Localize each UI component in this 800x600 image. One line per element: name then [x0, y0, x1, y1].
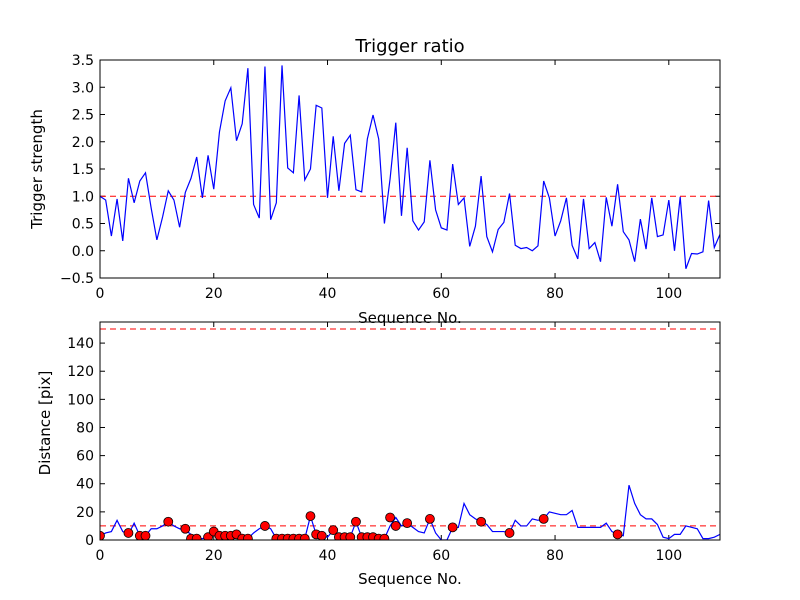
data-point-marker [316, 530, 327, 540]
y-tick-label: 0.5 [72, 217, 94, 233]
chart-title: Trigger ratio [354, 36, 464, 57]
y-tick-label: 80 [76, 420, 94, 436]
data-point-marker [345, 532, 356, 540]
x-tick-label: 80 [546, 548, 564, 564]
data-point-marker [538, 514, 549, 524]
y-tick-label: 40 [76, 477, 94, 493]
y-tick-label: −0.5 [60, 271, 94, 287]
y-tick-label: 3.5 [72, 53, 94, 69]
data-point-marker [163, 516, 174, 527]
y-tick-label: 2.5 [72, 108, 94, 124]
x-tick-label: 20 [205, 548, 223, 564]
data-point-marker [260, 521, 270, 531]
data-point-marker [180, 523, 191, 534]
x-tick-label: 100 [655, 548, 682, 564]
data-point-marker [299, 533, 310, 540]
x-tick-label: 40 [319, 286, 337, 302]
data-point-marker [425, 514, 435, 524]
plot-layer [100, 65, 720, 269]
data-point-marker [191, 533, 202, 540]
data-point-marker [612, 529, 623, 540]
data-point-marker [447, 522, 458, 533]
y-tick-label: 140 [67, 336, 94, 352]
data-point-marker [390, 521, 401, 531]
y-tick-label: 60 [76, 449, 94, 465]
y-tick-label: 1.5 [72, 162, 94, 178]
plot-frame [99, 321, 721, 541]
data-point-marker [476, 516, 487, 527]
y-axis-label: Trigger strength [28, 109, 46, 230]
plot-layer [100, 328, 720, 540]
y-axis-label: Distance [pix] [36, 371, 54, 476]
data-point-marker [100, 530, 105, 540]
series-line [100, 65, 720, 269]
data-point-marker [328, 525, 339, 536]
x-tick-label: 0 [96, 548, 105, 564]
x-tick-label: 100 [655, 286, 682, 302]
y-tick-label: 1.0 [72, 189, 94, 205]
plot-frame [99, 59, 721, 279]
data-point-marker [379, 533, 390, 540]
trigger-ratio-chart: Trigger ratio Sequence No. Trigger stren… [28, 36, 721, 327]
data-point-marker [351, 516, 361, 527]
y-tick-label: 100 [67, 392, 94, 408]
x-axis-label: Sequence No. [358, 570, 462, 588]
y-tick-label: 2.0 [72, 135, 94, 151]
x-tick-label: 80 [546, 286, 564, 302]
y-tick-label: 0.0 [72, 244, 94, 260]
data-point-marker [242, 533, 253, 540]
x-tick-label: 40 [319, 548, 337, 564]
data-point-marker [402, 518, 413, 529]
tick-layer: 0 20 40 60 80 100 0 20 40 60 80 100 120 140 [67, 322, 720, 564]
x-tick-label: 0 [96, 286, 105, 302]
y-tick-label: 0 [85, 533, 94, 549]
x-axis-label: Sequence No. [358, 309, 462, 327]
data-point-marker [385, 512, 395, 523]
x-tick-label: 20 [205, 286, 223, 302]
tick-layer: 0 20 40 60 80 100 −0.5 0.0 0.5 1.0 1.5 2.0 2.5 3.0 3.5 [60, 53, 720, 302]
data-point-marker [305, 511, 316, 521]
y-tick-label: 120 [67, 364, 94, 380]
x-tick-label: 60 [432, 548, 450, 564]
y-tick-label: 3.0 [72, 80, 94, 96]
y-tick-label: 20 [76, 505, 94, 521]
data-point-marker [140, 530, 151, 540]
x-tick-label: 60 [432, 286, 450, 302]
data-point-marker [504, 528, 515, 538]
data-point-marker [123, 528, 134, 538]
distance-chart: Sequence No. Distance [pix] 0 20 40 60 80 100… [36, 321, 721, 588]
